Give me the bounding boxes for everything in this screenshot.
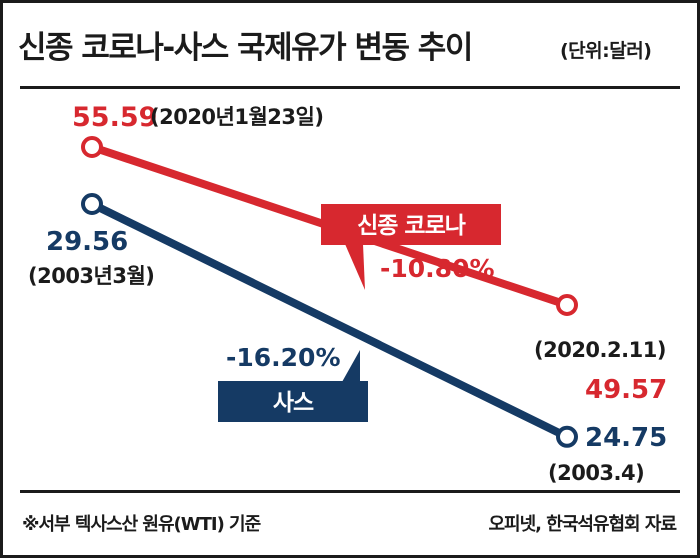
sars-start-value: 29.56: [46, 227, 128, 257]
corona-label-pointer: [345, 244, 365, 290]
corona-start-date: (2020년1월23일): [150, 105, 323, 129]
sars-label-box: [218, 381, 368, 422]
sars-start-point: [81, 193, 103, 215]
sars-line: [88, 200, 571, 441]
chart-title: 신종 코로나-사스 국제유가 변동 추이: [18, 30, 473, 66]
corona-start-value: 55.59: [72, 102, 157, 133]
corona-end-point: [556, 293, 578, 316]
corona-end-value: 49.57: [585, 375, 667, 405]
corona-series-name: 신종 코로나: [357, 213, 466, 239]
corona-label-box: [321, 204, 501, 245]
corona-change: -10.80%: [380, 254, 495, 283]
corona-start-point: [81, 136, 103, 158]
footnote: ※서부 텍사스산 원유(WTI) 기준: [22, 514, 261, 535]
source-credit: 오피넷, 한국석유협회 자료: [488, 514, 677, 535]
sars-series-name: 사스: [273, 390, 314, 416]
unit-label: (단위:달러): [560, 40, 652, 62]
sars-end-date: (2003.4): [548, 461, 644, 485]
sars-change: -16.20%: [226, 343, 341, 372]
sars-end-value: 24.75: [585, 423, 667, 453]
footer-rule: [20, 490, 680, 493]
sars-start-date: (2003년3월): [28, 264, 154, 288]
header-rule: [20, 86, 680, 89]
sars-end-point: [556, 425, 578, 448]
corona-end-date: (2020.2.11): [534, 338, 666, 362]
sars-label-pointer: [342, 350, 360, 382]
